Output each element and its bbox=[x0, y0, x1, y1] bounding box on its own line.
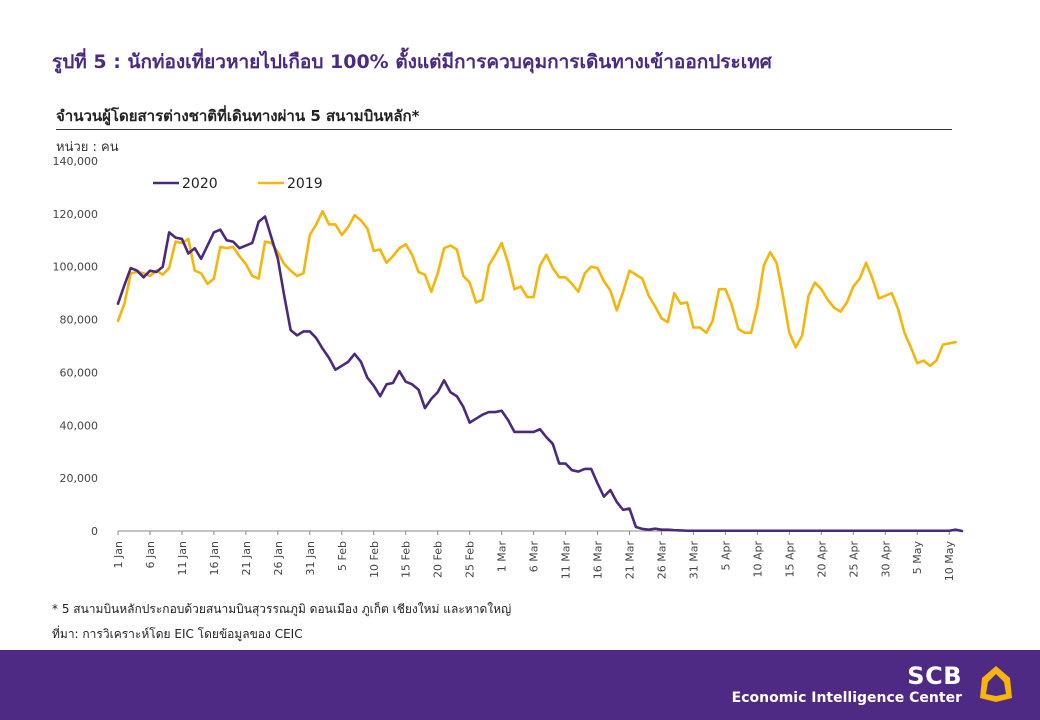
y-tick-label: 120,000 bbox=[53, 208, 99, 221]
y-tick-label: 40,000 bbox=[60, 419, 99, 432]
x-tick-label: 11 Jan bbox=[176, 541, 189, 575]
y-tick-label: 0 bbox=[91, 525, 98, 538]
x-tick-label: 1 Mar bbox=[496, 541, 509, 573]
legend-label-2020: 2020 bbox=[182, 176, 218, 192]
x-tick-label: 20 Apr bbox=[815, 541, 828, 578]
line-chart: 0 20,000 40,000 60,000 80,000 100,000 120,000 1… bbox=[53, 155, 964, 582]
footer-bar: SCB Economic Intelligence Center bbox=[0, 650, 1040, 720]
chart-subtitle: จำนวนผู้โดยสารต่างชาติที่เดินทางผ่าน 5 ส… bbox=[56, 107, 420, 125]
x-tick-label: 21 Jan bbox=[240, 541, 253, 575]
x-tick-label: 31 Jan bbox=[304, 541, 317, 575]
x-tick-label: 11 Mar bbox=[560, 541, 573, 580]
x-axis: 1 Jan 6 Jan 11 Jan 16 Jan 21 Jan 26 Jan 31 Jan… bbox=[112, 530, 962, 582]
legend: 2020 2019 bbox=[153, 176, 323, 192]
x-tick-label: 21 Mar bbox=[624, 541, 637, 580]
x-tick-label: 15 Apr bbox=[783, 541, 796, 578]
title-divider bbox=[56, 129, 952, 130]
x-tick-label: 16 Mar bbox=[592, 541, 605, 580]
unit-label: หน่วย : คน bbox=[56, 140, 119, 155]
x-tick-label: 16 Jan bbox=[208, 541, 221, 575]
brand-name: SCB bbox=[907, 662, 962, 690]
x-tick-label: 30 Apr bbox=[879, 541, 892, 578]
x-tick-label: 26 Jan bbox=[272, 541, 285, 575]
x-tick-label: 26 Mar bbox=[655, 541, 668, 580]
y-tick-label: 100,000 bbox=[53, 261, 99, 274]
x-tick-label: 6 Mar bbox=[528, 541, 541, 573]
x-tick-label: 5 Apr bbox=[719, 541, 732, 571]
x-tick-label: 25 Feb bbox=[464, 541, 477, 578]
figure-title: รูปที่ 5 : นักท่องเที่ยวหายไปเกือบ 100% … bbox=[52, 51, 772, 73]
y-axis: 0 20,000 40,000 60,000 80,000 100,000 120,000 1… bbox=[53, 155, 99, 538]
series-line-2020 bbox=[116, 215, 964, 533]
source-note: ที่มา: การวิเคราะห์โดย EIC โดยข้อมูลของ … bbox=[52, 627, 303, 641]
scb-logo-icon bbox=[980, 666, 1012, 702]
legend-label-2019: 2019 bbox=[287, 176, 323, 192]
x-tick-label: 1 Jan bbox=[112, 541, 125, 568]
x-tick-label: 25 Apr bbox=[847, 541, 860, 578]
footnote: * 5 สนามบินหลักประกอบด้วยสนามบินสุวรรณภู… bbox=[52, 602, 512, 616]
x-tick-label: 5 May bbox=[911, 541, 924, 575]
series-layer bbox=[116, 209, 964, 533]
x-tick-label: 31 Mar bbox=[687, 541, 700, 580]
brand-tagline: Economic Intelligence Center bbox=[731, 690, 962, 706]
y-tick-label: 60,000 bbox=[60, 366, 99, 379]
y-tick-label: 80,000 bbox=[60, 314, 99, 327]
series-line-2019 bbox=[116, 209, 957, 368]
x-tick-label: 20 Feb bbox=[432, 541, 445, 578]
x-tick-label: 10 May bbox=[943, 541, 956, 582]
y-tick-label: 20,000 bbox=[60, 472, 99, 485]
x-tick-label: 15 Feb bbox=[400, 541, 413, 578]
x-tick-label: 5 Feb bbox=[336, 541, 349, 571]
y-tick-label: 140,000 bbox=[53, 155, 99, 168]
x-tick-label: 10 Feb bbox=[368, 541, 381, 578]
x-tick-label: 10 Apr bbox=[751, 541, 764, 578]
x-tick-label: 6 Jan bbox=[144, 541, 157, 568]
